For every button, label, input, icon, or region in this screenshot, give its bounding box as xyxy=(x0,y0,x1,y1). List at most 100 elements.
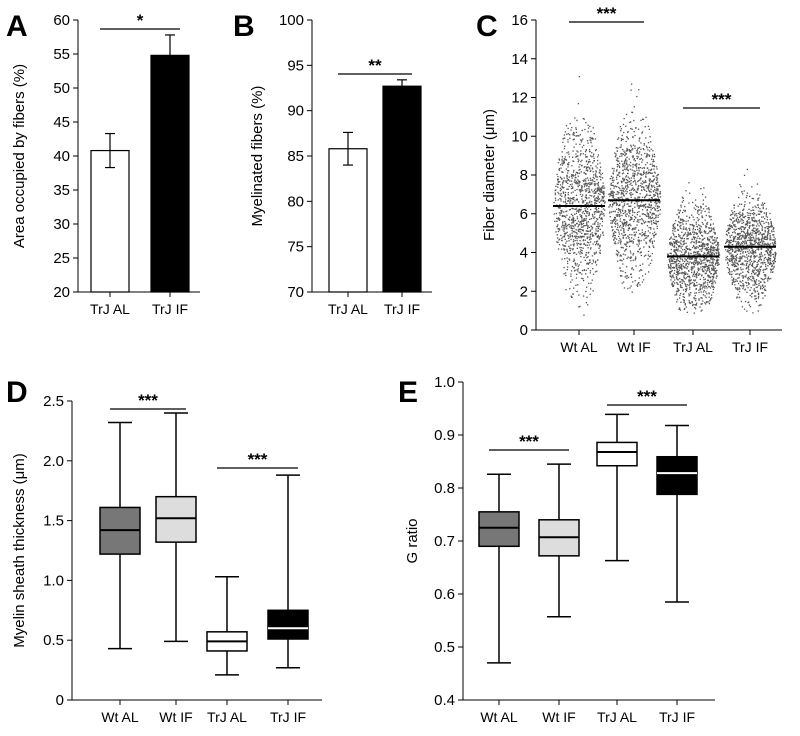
data-point xyxy=(624,250,626,252)
data-point xyxy=(633,220,635,223)
data-point xyxy=(740,238,742,240)
data-point xyxy=(707,275,709,277)
x-tick-label-C: TrJ IF xyxy=(732,339,768,355)
data-point xyxy=(706,243,708,245)
y-tick-label-D: 0.5 xyxy=(43,632,64,649)
data-point xyxy=(682,197,684,199)
data-point xyxy=(598,237,600,239)
data-point xyxy=(761,240,763,242)
data-point xyxy=(733,225,736,227)
y-axis-title-D: Myelin sheath thickness (μm) xyxy=(11,453,28,648)
data-point xyxy=(622,270,624,272)
data-point xyxy=(745,247,747,249)
data-point xyxy=(595,230,597,232)
data-point xyxy=(597,163,599,165)
data-point xyxy=(630,260,632,262)
data-point xyxy=(735,255,737,258)
data-point xyxy=(757,274,759,276)
data-point xyxy=(617,197,619,199)
data-point xyxy=(706,260,708,263)
data-point xyxy=(601,206,603,208)
data-point xyxy=(731,282,734,284)
y-tick-label-D: 2.5 xyxy=(43,393,64,410)
data-point xyxy=(643,239,645,241)
data-point xyxy=(712,257,714,259)
data-point xyxy=(709,264,711,267)
data-point xyxy=(643,246,645,248)
data-point xyxy=(756,264,758,266)
data-point xyxy=(771,265,773,268)
data-point xyxy=(760,220,763,222)
data-point xyxy=(628,241,631,243)
data-point xyxy=(713,231,715,233)
data-point xyxy=(704,252,706,255)
data-point xyxy=(597,230,599,233)
data-point xyxy=(682,260,684,262)
data-point xyxy=(586,140,589,142)
data-point xyxy=(626,220,628,223)
data-point xyxy=(746,192,749,194)
data-point xyxy=(599,211,601,213)
data-point xyxy=(701,275,703,277)
data-point xyxy=(755,241,758,243)
data-point xyxy=(624,214,627,216)
data-point xyxy=(736,257,738,259)
data-point xyxy=(685,259,687,261)
data-point xyxy=(557,241,559,243)
data-point xyxy=(599,189,601,191)
data-point xyxy=(581,252,583,255)
data-point xyxy=(740,267,742,269)
data-point xyxy=(761,243,764,245)
data-point xyxy=(688,300,690,302)
data-point xyxy=(704,232,706,234)
data-point xyxy=(685,228,687,230)
data-point xyxy=(585,122,587,124)
data-point xyxy=(693,263,695,266)
data-point xyxy=(707,252,709,255)
data-point xyxy=(680,243,682,245)
data-point xyxy=(593,192,595,194)
data-point xyxy=(575,153,577,155)
data-point xyxy=(582,235,584,237)
data-point xyxy=(578,135,580,137)
data-point xyxy=(700,285,702,287)
data-point xyxy=(617,229,619,231)
data-point xyxy=(652,150,654,152)
data-point xyxy=(562,227,564,229)
data-point xyxy=(590,241,592,243)
data-point xyxy=(640,185,642,187)
data-point xyxy=(570,224,572,227)
data-point xyxy=(708,232,710,234)
data-point xyxy=(597,183,599,185)
data-point xyxy=(631,155,634,157)
data-point xyxy=(584,128,586,131)
data-point xyxy=(638,153,640,155)
data-point xyxy=(693,263,695,265)
data-point xyxy=(653,165,656,168)
data-point xyxy=(767,225,770,228)
y-tick-label-B: 80 xyxy=(287,193,304,210)
data-point xyxy=(743,205,745,208)
data-point xyxy=(629,194,632,196)
y-tick-label-B: 70 xyxy=(287,284,304,301)
data-point xyxy=(595,207,597,209)
data-point xyxy=(680,266,682,268)
data-point xyxy=(630,205,632,207)
data-point xyxy=(736,253,739,255)
data-point xyxy=(755,235,757,237)
data-point xyxy=(617,215,619,217)
data-point xyxy=(729,244,731,247)
data-point xyxy=(678,234,680,236)
data-point xyxy=(673,254,675,256)
data-point xyxy=(631,128,633,130)
data-point xyxy=(637,186,639,188)
data-point xyxy=(686,288,688,290)
data-point xyxy=(717,248,720,251)
data-point xyxy=(733,228,735,230)
data-point xyxy=(572,247,574,250)
data-point xyxy=(588,197,590,199)
data-point xyxy=(762,269,764,271)
data-point xyxy=(580,237,582,239)
data-point xyxy=(599,252,601,254)
